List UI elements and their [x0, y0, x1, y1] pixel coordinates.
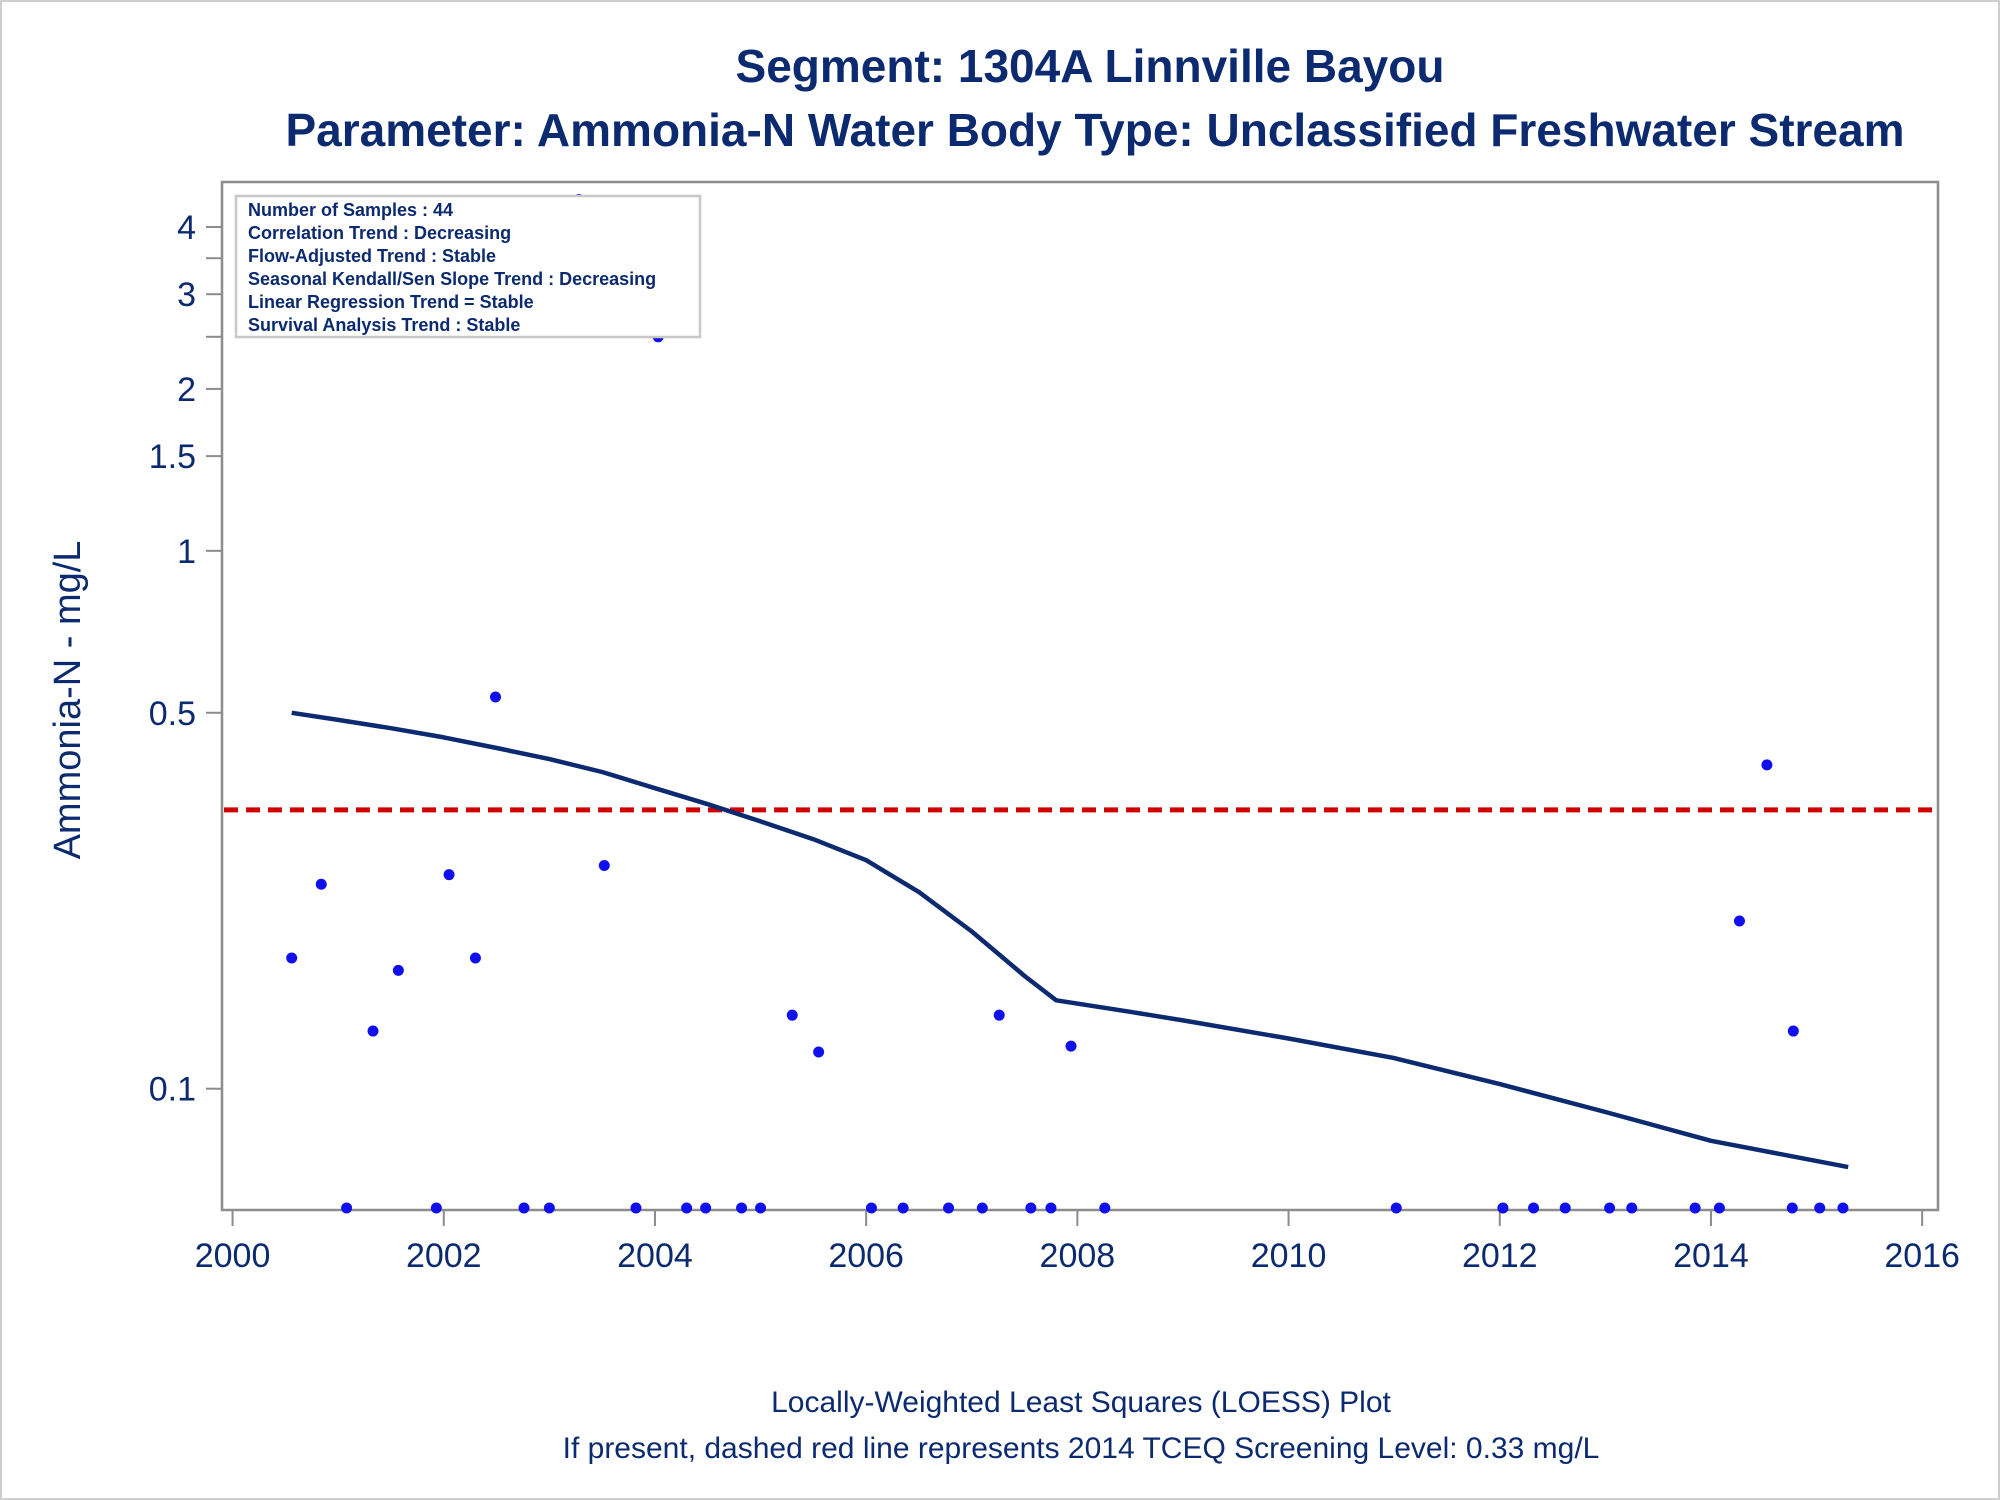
data-point [1390, 1202, 1402, 1214]
data-point [367, 1025, 379, 1037]
data-point [1045, 1202, 1057, 1214]
y-tick-label: 0.1 [149, 1071, 196, 1109]
data-point [315, 878, 327, 890]
data-point [681, 1202, 693, 1214]
stats-box-line: Survival Analysis Trend : Stable [248, 315, 520, 335]
data-point [1065, 1040, 1077, 1052]
data-point [1761, 759, 1773, 771]
x-tick-label: 2002 [406, 1237, 482, 1275]
data-point [1713, 1202, 1725, 1214]
data-point [755, 1202, 767, 1214]
data-point [1626, 1202, 1638, 1214]
data-point [993, 1009, 1005, 1021]
data-point [813, 1046, 825, 1058]
data-point [469, 952, 481, 964]
x-tick-label: 2014 [1673, 1237, 1749, 1275]
data-point [1689, 1202, 1701, 1214]
data-point [1814, 1202, 1826, 1214]
stats-box-line: Seasonal Kendall/Sen Slope Trend : Decre… [248, 269, 656, 289]
y-tick-label: 1.5 [149, 438, 196, 476]
data-point [1786, 1202, 1798, 1214]
x-tick-label: 2016 [1884, 1237, 1960, 1275]
stats-box [234, 194, 702, 339]
stats-box-line: Linear Regression Trend = Stable [248, 292, 534, 312]
data-point [1787, 1025, 1799, 1037]
data-point [1733, 915, 1745, 927]
data-point [897, 1202, 909, 1214]
data-point [518, 1202, 530, 1214]
data-point [1497, 1202, 1509, 1214]
data-point [786, 1009, 798, 1021]
y-axis-label: Ammonia-N - mg/L [47, 541, 89, 860]
data-point [341, 1202, 353, 1214]
chart-title: Segment: 1304A Linnville Bayou [736, 40, 1445, 92]
data-point [865, 1202, 877, 1214]
data-point [1559, 1202, 1571, 1214]
stats-box-line: Flow-Adjusted Trend : Stable [248, 246, 496, 266]
data-point [976, 1202, 988, 1214]
data-point [543, 1202, 555, 1214]
data-point [1099, 1202, 1111, 1214]
data-point [736, 1202, 748, 1214]
y-tick-label: 4 [177, 209, 196, 247]
y-tick-label: 0.5 [149, 695, 196, 733]
y-tick-label: 3 [177, 276, 196, 314]
data-point [943, 1202, 955, 1214]
plot-area: 0.1 0.5 1 1.5 2 3 4 2000 2002 2004 2006 2008 2010 201… [149, 180, 1960, 1275]
data-point [1837, 1202, 1849, 1214]
data-point [1528, 1202, 1540, 1214]
chart-subtitle: Parameter: Ammonia-N Water Body Type: Un… [286, 104, 1905, 156]
data-point [443, 869, 455, 881]
stats-box-line: Correlation Trend : Decreasing [248, 223, 511, 243]
x-tick-label: 2008 [1040, 1237, 1116, 1275]
footer-line-2: If present, dashed red line represents 2… [563, 1432, 1600, 1465]
y-tick-label: 2 [177, 371, 196, 409]
data-point [1025, 1202, 1037, 1214]
footer-line-1: Locally-Weighted Least Squares (LOESS) P… [771, 1386, 1391, 1419]
x-tick-label: 2000 [195, 1237, 271, 1275]
data-point [490, 691, 502, 703]
data-point [700, 1202, 712, 1214]
x-tick-label: 2006 [828, 1237, 904, 1275]
x-tick-label: 2004 [617, 1237, 693, 1275]
data-point [1604, 1202, 1616, 1214]
stats-box-line: Number of Samples : 44 [248, 200, 453, 220]
data-point [286, 952, 298, 964]
data-point [430, 1202, 442, 1214]
data-point [392, 964, 404, 976]
x-tick-label: 2010 [1251, 1237, 1327, 1275]
x-tick-label: 2012 [1462, 1237, 1538, 1275]
plot-border [220, 180, 1940, 1212]
loess-curve [291, 710, 1849, 1170]
y-tick-label: 1 [177, 533, 196, 571]
data-point [598, 860, 610, 872]
data-point [630, 1202, 642, 1214]
